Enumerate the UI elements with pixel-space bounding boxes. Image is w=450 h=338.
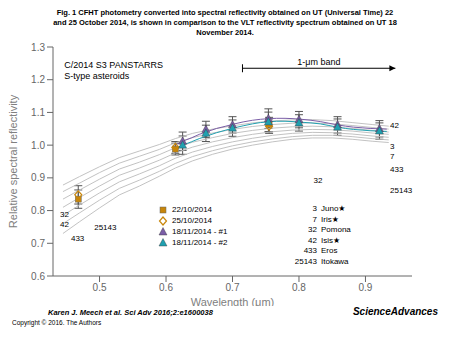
svg-text:1.2: 1.2 <box>31 74 45 85</box>
html-text:7: 7 <box>312 214 317 224</box>
svg-text:0.9: 0.9 <box>359 282 373 293</box>
svg-text:32: 32 <box>60 209 69 218</box>
html-text:Karen J. Meech et al. Sci Adv: Karen J. Meech et al. Sci Adv 2016;2:e16… <box>48 308 213 317</box>
svg-text:0.9: 0.9 <box>31 172 45 183</box>
html-text:22/10/2014: 22/10/2014 <box>172 205 212 214</box>
svg-text:433: 433 <box>390 164 404 173</box>
html-text:Iris★: Iris★ <box>321 214 339 224</box>
svg-text:0.7: 0.7 <box>31 238 45 249</box>
svg-text:0.6: 0.6 <box>159 282 173 293</box>
html-text:Eros: Eros <box>321 246 338 255</box>
svg-text:0.5: 0.5 <box>93 282 107 293</box>
svg-text:3: 3 <box>390 141 395 150</box>
svg-text:0.8: 0.8 <box>31 205 45 216</box>
html-text:42: 42 <box>308 235 317 245</box>
html-text:Pomona: Pomona <box>321 225 351 234</box>
html-text:18/11/2014 - #2: 18/11/2014 - #2 <box>172 238 228 247</box>
html-text:3: 3 <box>312 204 317 213</box>
svg-text:Relative spectral reflectivity: Relative spectral reflectivity <box>8 94 19 228</box>
svg-text:0.6: 0.6 <box>31 271 45 282</box>
html-text:32: 32 <box>308 225 317 234</box>
svg-text:32: 32 <box>314 176 323 185</box>
html-text:Isis★: Isis★ <box>321 235 341 245</box>
svg-text:0.7: 0.7 <box>226 282 240 293</box>
html-text:433: 433 <box>303 246 317 255</box>
html-text:Science Advances: Science Advances <box>352 306 438 317</box>
svg-text:C/2014 S3 PANSTARRSS-type aste: C/2014 S3 PANSTARRSS-type asteroids <box>64 60 163 82</box>
html-text:25/10/2014: 25/10/2014 <box>172 216 212 225</box>
svg-text:433: 433 <box>71 234 85 243</box>
svg-text:Wavelength (μm): Wavelength (μm) <box>191 296 275 306</box>
svg-text:42: 42 <box>390 120 399 129</box>
svg-text:1.1: 1.1 <box>31 107 45 118</box>
svg-text:1-μm band: 1-μm band <box>297 57 340 67</box>
html-text:25143: 25143 <box>294 256 317 266</box>
html-text:Copyright © 2016. The Authors: Copyright © 2016. The Authors <box>12 319 102 326</box>
svg-text:42: 42 <box>60 219 69 228</box>
svg-text:1.3: 1.3 <box>31 42 45 53</box>
svg-text:1.0: 1.0 <box>31 140 45 151</box>
svg-text:7: 7 <box>390 151 395 160</box>
html-text:Fig. 1 CFHT photometry convert: Fig. 1 CFHT photometry converted into sp… <box>53 8 397 37</box>
svg-text:25143: 25143 <box>94 222 117 231</box>
html-text:Juno★: Juno★ <box>321 204 346 213</box>
svg-text:25143: 25143 <box>390 186 413 195</box>
html-text:Itokawa: Itokawa <box>321 256 349 266</box>
html-text:18/11/2014 - #1: 18/11/2014 - #1 <box>172 227 228 236</box>
svg-text:0.8: 0.8 <box>292 282 306 293</box>
